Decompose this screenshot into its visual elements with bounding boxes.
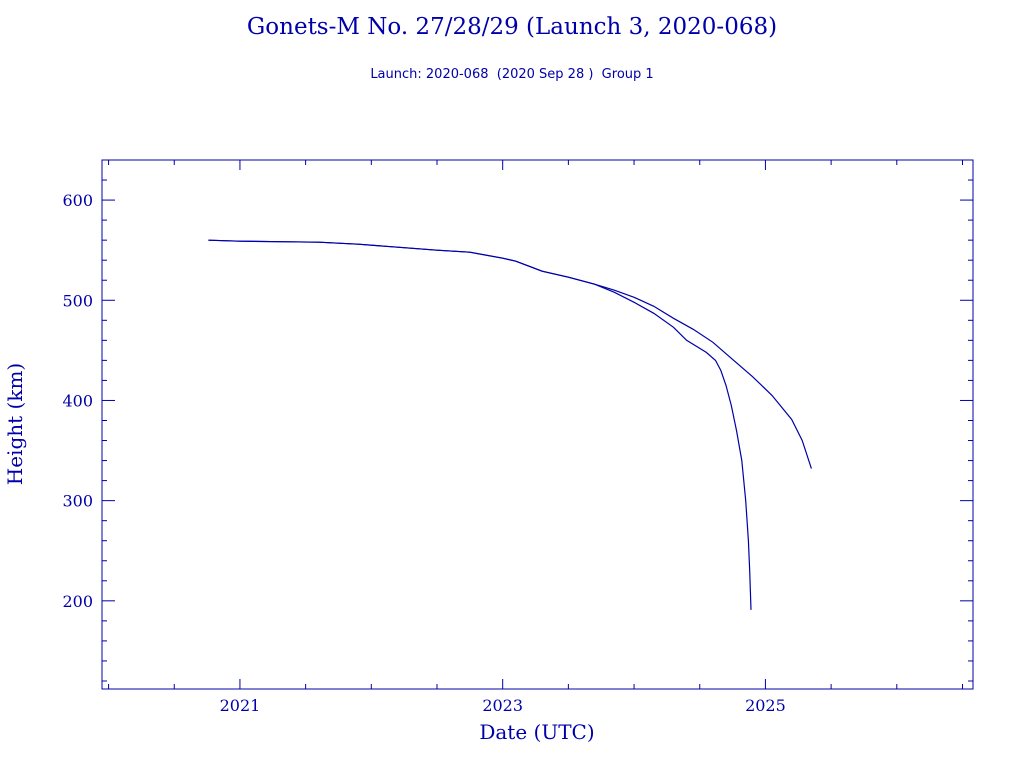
x-tick-label: 2025 <box>745 696 786 715</box>
axis-ticks <box>102 159 973 689</box>
chart-subtitle: Launch: 2020-068 (2020 Sep 28 ) Group 1 <box>370 67 654 82</box>
x-axis-label: Date (UTC) <box>479 720 594 744</box>
y-tick-label: 300 <box>62 492 93 511</box>
y-axis-label: Height (km) <box>3 363 27 485</box>
tick-labels: 2021 2023 2025 200 300 400 500 600 <box>62 191 785 715</box>
series-line-2 <box>208 239 812 469</box>
x-tick-label: 2021 <box>220 696 261 715</box>
y-tick-label: 600 <box>62 191 93 210</box>
y-tick-label: 200 <box>62 592 93 611</box>
series-line-1 <box>208 239 752 610</box>
y-tick-label: 500 <box>62 291 93 310</box>
x-tick-label: 2023 <box>482 696 523 715</box>
chart-title: Gonets-M No. 27/28/29 (Launch 3, 2020-06… <box>246 14 778 40</box>
plot-frame <box>101 159 974 690</box>
y-tick-label: 400 <box>62 391 93 410</box>
series-group <box>208 239 812 610</box>
